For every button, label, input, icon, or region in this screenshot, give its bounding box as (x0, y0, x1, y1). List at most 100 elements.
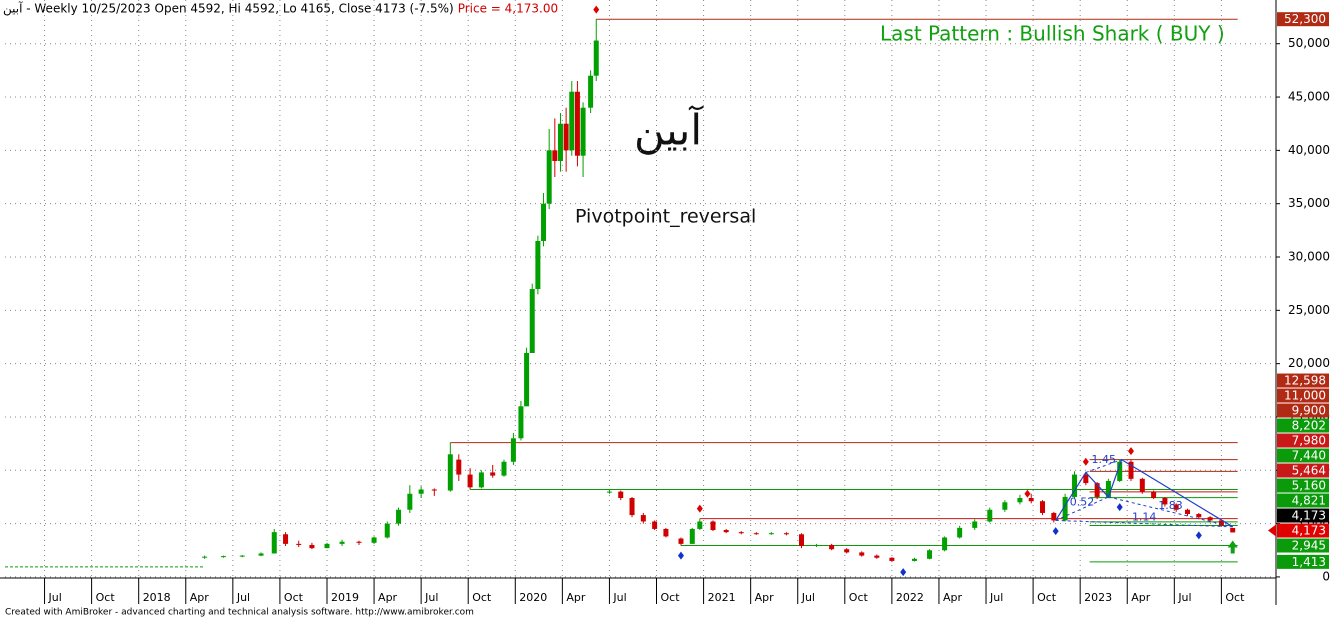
candle-body (710, 521, 716, 531)
candle-body (987, 509, 993, 522)
candle-body (593, 40, 599, 76)
x-tick-label: Oct (472, 591, 492, 604)
candle-body (1162, 498, 1168, 505)
x-tick-label: Oct (849, 591, 869, 604)
candle-body (431, 489, 437, 491)
y-tick-label: 35,000 (1288, 196, 1330, 210)
candle-body (1094, 483, 1100, 497)
candle-body (723, 530, 729, 533)
candle-body (652, 521, 658, 529)
price-label: 9,900 (1292, 404, 1326, 418)
candle-body (447, 454, 453, 491)
candle-body (1230, 527, 1236, 533)
price-label: 7,440 (1292, 449, 1326, 463)
x-tick-label: Oct (661, 591, 681, 604)
candle-body (1117, 461, 1123, 481)
candle-body (569, 91, 575, 151)
candle-body (356, 541, 362, 543)
candle-body (524, 352, 530, 407)
candle-body (541, 203, 547, 242)
x-tick-label: Apr (190, 591, 210, 604)
candle-body (1128, 461, 1134, 479)
y-tick-label: 0 (1322, 569, 1330, 583)
candle-body (490, 472, 496, 476)
candle-body (407, 493, 413, 510)
candle-body (814, 544, 820, 547)
x-tick-label: Apr (943, 591, 963, 604)
candle-body (535, 241, 541, 289)
x-tick-label: Oct (1037, 591, 1057, 604)
x-tick-label: Oct (1225, 591, 1245, 604)
candle-body (546, 150, 552, 204)
price-label: 4,173 (1292, 509, 1326, 523)
candle-body (371, 537, 377, 543)
price-label: 5,464 (1292, 464, 1326, 478)
candle-body (798, 534, 804, 547)
pivot-high (1082, 457, 1089, 466)
candle-body (753, 533, 759, 535)
x-tick-label: Jul (236, 591, 250, 604)
price-label: 8,202 (1292, 419, 1326, 433)
x-tick-label: Jul (801, 591, 815, 604)
pattern-text: Last Pattern : Bullish Shark ( BUY ) (880, 22, 1225, 46)
pattern-ratio: 1.45 (1091, 453, 1116, 466)
y-tick-label: 45,000 (1288, 90, 1330, 104)
candle-body (557, 123, 563, 162)
x-tick-label: Jul (989, 591, 1003, 604)
x-tick-label: Jul (1177, 591, 1191, 604)
candle-body (1185, 509, 1191, 515)
y-tick-label: 25,000 (1288, 303, 1330, 317)
candle-body (239, 555, 245, 557)
x-tick-label: 2018 (143, 591, 171, 604)
x-tick-label: Jul (424, 591, 438, 604)
candle-body (478, 472, 484, 488)
subtitle: Pivotpoint_reversal (575, 206, 756, 228)
pivot-low (900, 568, 907, 577)
pattern-ratio: 1.14 (1132, 511, 1157, 524)
price-label-box (1277, 448, 1329, 463)
price-label-box (1277, 554, 1329, 569)
price-label-box (1277, 538, 1329, 553)
candle-body (552, 150, 558, 162)
candle-body (396, 509, 402, 524)
candle-body (1139, 478, 1145, 492)
candle-body (563, 123, 569, 151)
candle-body (1207, 517, 1213, 521)
price-label: 5,160 (1292, 479, 1326, 493)
x-tick-label: 2022 (896, 591, 924, 604)
price-label-box (1277, 433, 1329, 448)
candle-body (829, 544, 835, 550)
price-label-box (1277, 373, 1329, 388)
candle-body (309, 544, 315, 549)
price-label: 2,945 (1292, 539, 1326, 553)
x-tick-label: Jul (612, 591, 626, 604)
price-label: 12,598 (1284, 374, 1326, 388)
candle-body (606, 491, 612, 493)
candle-body (768, 533, 774, 535)
candle-body (456, 459, 462, 475)
candle-body (874, 555, 880, 558)
price-label-box (1277, 403, 1329, 418)
pivot-low (1195, 531, 1202, 540)
y-tick-label: 50,000 (1288, 36, 1330, 50)
pivot-low (1116, 503, 1123, 512)
x-tick-label: 2021 (708, 591, 736, 604)
candle-body (1105, 480, 1111, 497)
price-label: 4,821 (1292, 494, 1326, 508)
pattern-ratio: 1.83 (1158, 499, 1183, 512)
buy-arrow (1227, 540, 1238, 554)
pivot-high (696, 504, 703, 513)
price-label-box (1277, 493, 1329, 508)
candle-body (283, 534, 289, 544)
price-label-box (1277, 478, 1329, 493)
x-tick-label: Oct (284, 591, 304, 604)
x-tick-label: 2023 (1084, 591, 1112, 604)
price-pointer (1268, 524, 1276, 537)
candle-body (296, 543, 302, 545)
price-label: 4,173 (1292, 524, 1326, 538)
candle-body (942, 537, 948, 551)
price-label-box (1277, 508, 1329, 523)
x-tick-label: Jul (48, 591, 62, 604)
